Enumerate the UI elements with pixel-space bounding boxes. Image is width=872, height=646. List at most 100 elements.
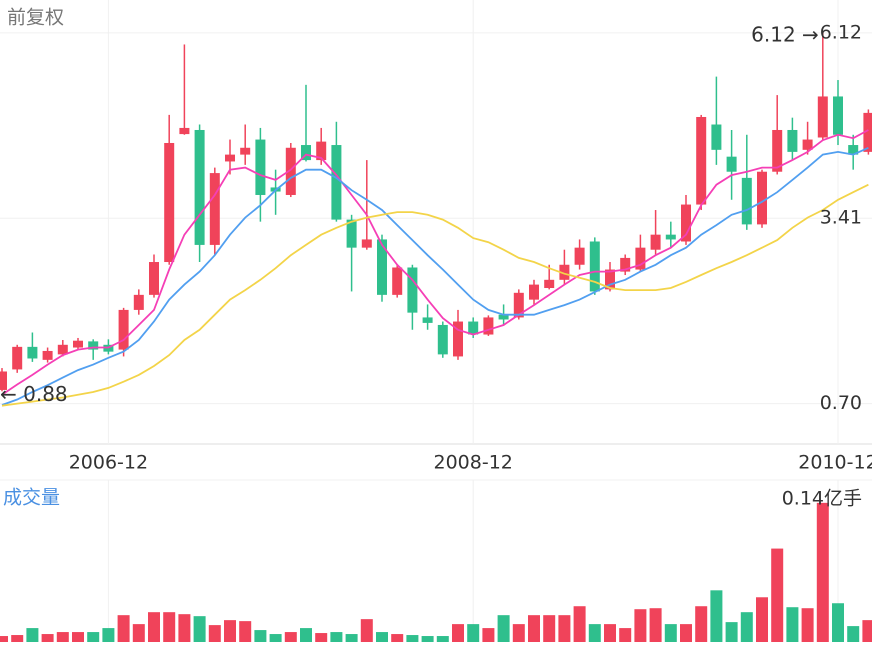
candle-body xyxy=(711,124,722,150)
candle-body xyxy=(498,314,509,320)
candle-body xyxy=(179,127,190,135)
candle-body xyxy=(650,234,661,250)
volume-bar xyxy=(56,632,69,642)
volume-bar xyxy=(740,612,753,642)
volume-bar xyxy=(710,590,723,642)
candle-body xyxy=(833,96,843,135)
candle-body xyxy=(848,145,859,155)
volume-bar xyxy=(786,607,799,642)
candle-body xyxy=(635,247,646,270)
volume-bar xyxy=(254,630,267,642)
candle-body xyxy=(696,116,707,205)
candle-body xyxy=(483,317,494,335)
price-title: 前复权 xyxy=(7,7,64,29)
volume-bar xyxy=(391,634,404,642)
volume-bar xyxy=(284,632,297,642)
volume-bar xyxy=(421,636,434,642)
x-tick-label: 2006-12 xyxy=(69,452,148,474)
moving-average-line xyxy=(1,183,869,407)
y-tick-label: 6.12 xyxy=(820,21,862,43)
candle-body xyxy=(194,129,205,245)
volume-bar xyxy=(832,603,844,642)
volume-bar xyxy=(725,622,738,642)
volume-bar xyxy=(436,636,449,642)
volume-bar xyxy=(0,636,8,642)
volume-bar xyxy=(467,624,480,642)
candle-body xyxy=(316,141,327,161)
volume-bar xyxy=(72,632,84,642)
candle-body xyxy=(422,317,433,323)
candle-body xyxy=(665,234,676,240)
volume-bar xyxy=(330,632,343,642)
volume-bar xyxy=(193,616,206,642)
candle-body xyxy=(817,96,828,138)
volume-bar xyxy=(239,621,252,642)
candle-body xyxy=(346,219,357,248)
y-tick-label: 0.14亿手 xyxy=(782,487,862,509)
candle-body xyxy=(240,147,251,155)
volume-bar xyxy=(11,635,24,642)
candle-body xyxy=(589,241,600,292)
candle-body xyxy=(392,267,403,295)
candle-body xyxy=(726,156,737,172)
volume-bar xyxy=(528,615,540,642)
volume-bar xyxy=(573,606,586,642)
candle-body xyxy=(255,139,266,195)
candle-body xyxy=(133,294,144,310)
candle-body xyxy=(12,346,23,370)
x-tick-label: 2008-12 xyxy=(434,452,513,474)
candle-body xyxy=(787,129,798,152)
volume-title: 成交量 xyxy=(3,487,60,509)
candle-body xyxy=(605,269,615,290)
candle-body xyxy=(285,147,296,195)
volume-bar xyxy=(315,633,328,642)
volume-bar xyxy=(664,624,677,642)
candle-body xyxy=(42,350,53,360)
volume-bar xyxy=(862,620,872,642)
volume-bar xyxy=(847,626,860,642)
volume-bar xyxy=(132,624,145,642)
volume-bar xyxy=(634,609,647,642)
candle-body xyxy=(544,279,555,289)
volume-bar xyxy=(543,615,556,642)
candle-body xyxy=(377,239,387,295)
candle-body xyxy=(529,284,539,300)
volume-bar xyxy=(497,615,510,642)
text-layer: 前复权 成交量 2006-12 2008-12 2010-12 0.70 3.41 6.1… xyxy=(0,7,872,510)
candle-body xyxy=(574,247,585,265)
x-tick-label: 2010-12 xyxy=(798,452,872,474)
candle-body xyxy=(88,341,99,350)
candle-body xyxy=(559,264,570,280)
volume-bar xyxy=(178,614,191,642)
candle-body xyxy=(149,262,159,295)
volume-bar xyxy=(208,625,221,642)
volume-bar xyxy=(680,624,692,642)
candle-body xyxy=(27,346,38,359)
volume-bar xyxy=(41,634,54,642)
moving-average-line xyxy=(1,129,869,396)
candle-body xyxy=(681,204,691,242)
volume-bar xyxy=(558,615,571,642)
candle-body xyxy=(331,145,342,220)
candle-body xyxy=(73,340,83,348)
candle-body xyxy=(468,321,479,335)
volume-bar xyxy=(649,608,662,642)
candle-body xyxy=(453,321,463,357)
candle-body xyxy=(437,324,448,355)
candle-body xyxy=(513,292,524,318)
volume-bar xyxy=(300,628,312,642)
volume-bar xyxy=(512,624,525,642)
max-annotation: 6.12 → xyxy=(751,22,819,46)
candle-body xyxy=(620,257,631,272)
volume-bar xyxy=(756,597,768,642)
candle-body xyxy=(863,112,872,152)
volume-bar xyxy=(771,548,784,642)
candle-body xyxy=(118,309,129,350)
volume-bar xyxy=(87,632,100,642)
volume-bar xyxy=(406,635,419,642)
candle-body xyxy=(209,173,220,245)
min-annotation: ← 0.88 xyxy=(0,382,68,406)
candle-body xyxy=(757,171,767,225)
candle-body xyxy=(0,371,7,390)
